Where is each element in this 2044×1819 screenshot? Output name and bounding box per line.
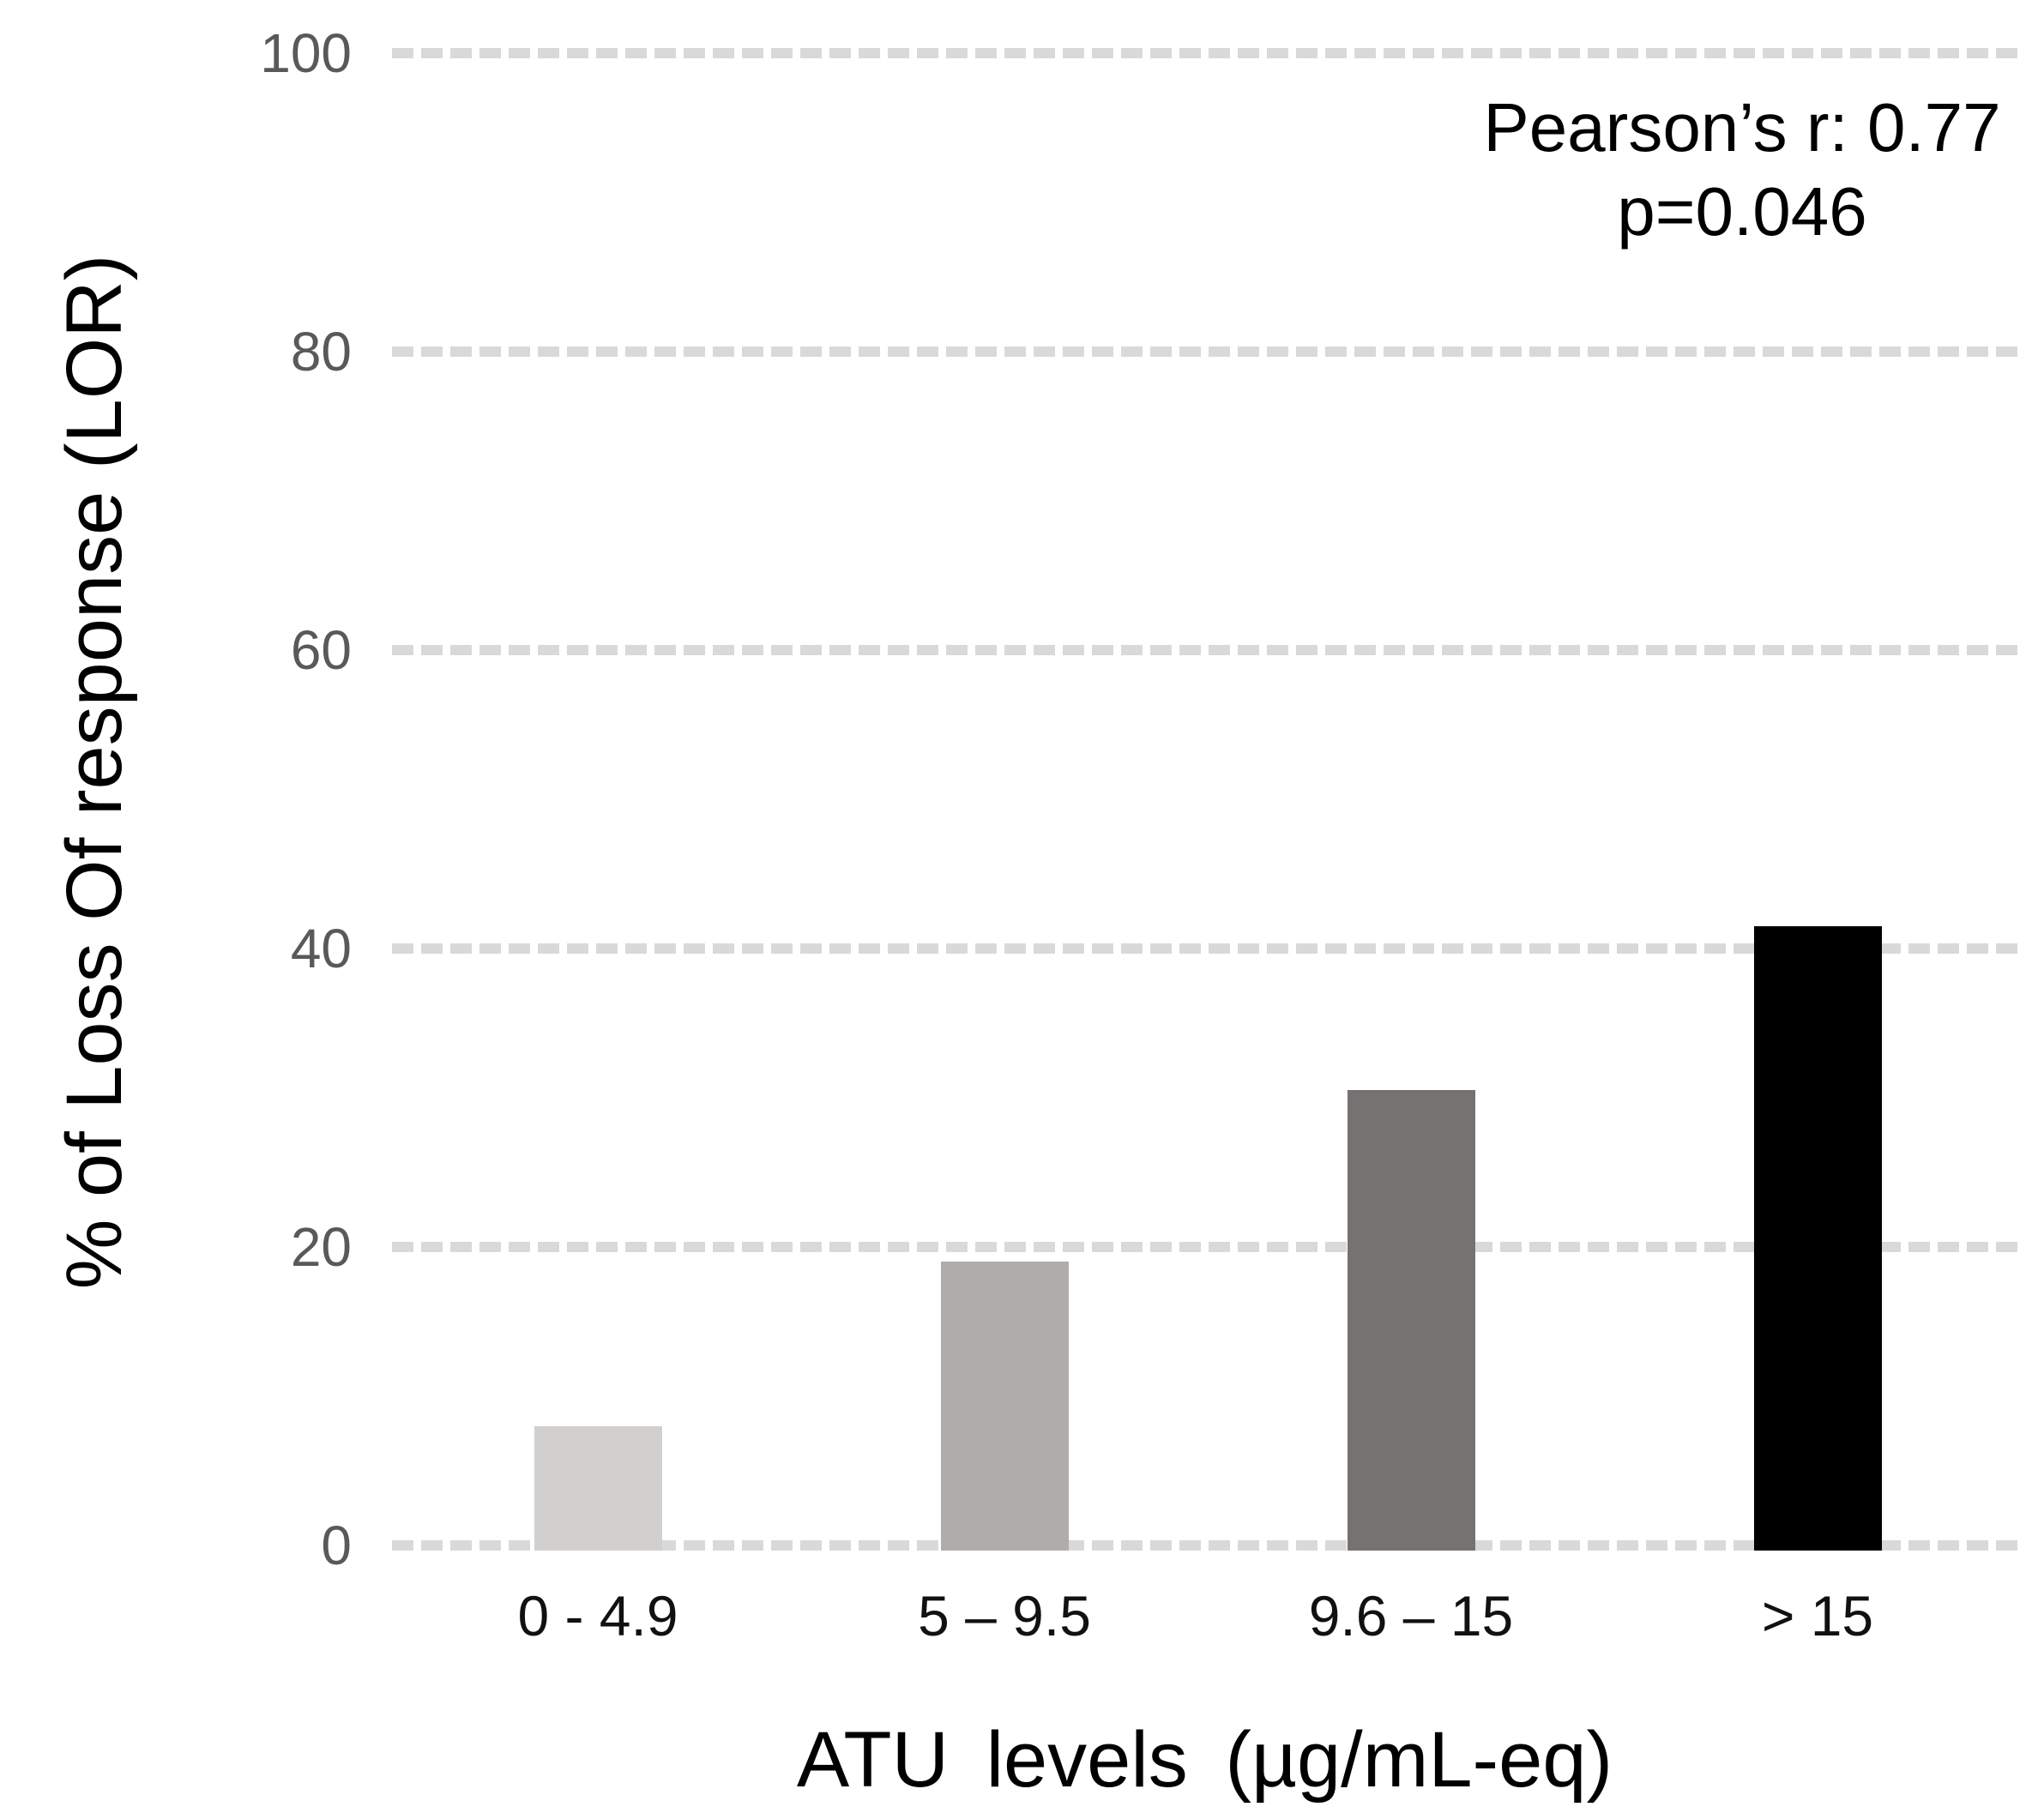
y-tick-label: 40: [290, 918, 352, 979]
gridline: [392, 48, 2017, 58]
gridline: [392, 1540, 2017, 1551]
y-axis-title: % of Loss Of response (LOR): [51, 254, 138, 1290]
y-tick-label: 60: [290, 619, 352, 681]
x-axis-title: ATU levels (µg/mL-eq): [796, 1716, 1613, 1804]
y-tick-label: 80: [290, 321, 352, 382]
bar-1: [534, 1425, 662, 1551]
p-value-text: p=0.046: [1617, 173, 1867, 250]
gridline: [392, 943, 2017, 954]
bar-4: [1753, 925, 1882, 1551]
x-category-label: 9.6 – 15: [1308, 1584, 1514, 1647]
y-tick-label: 0: [321, 1515, 352, 1576]
x-category-label: 5 – 9.5: [918, 1584, 1091, 1647]
gridline: [392, 346, 2017, 357]
gridline: [392, 645, 2017, 655]
bar-2: [940, 1262, 1069, 1551]
y-tick-label: 20: [290, 1216, 352, 1278]
bar-3: [1347, 1090, 1475, 1551]
pearson-r-text: Pearson’s r: 0.77: [1483, 89, 2001, 166]
x-category-label: > 15: [1761, 1584, 1874, 1647]
x-category-label: 0 - 4.9: [517, 1584, 678, 1647]
statistics-annotation: Pearson’s r: 0.77 p=0.046: [1450, 86, 2034, 254]
y-tick-label: 100: [260, 22, 352, 84]
gridline: [392, 1242, 2017, 1252]
